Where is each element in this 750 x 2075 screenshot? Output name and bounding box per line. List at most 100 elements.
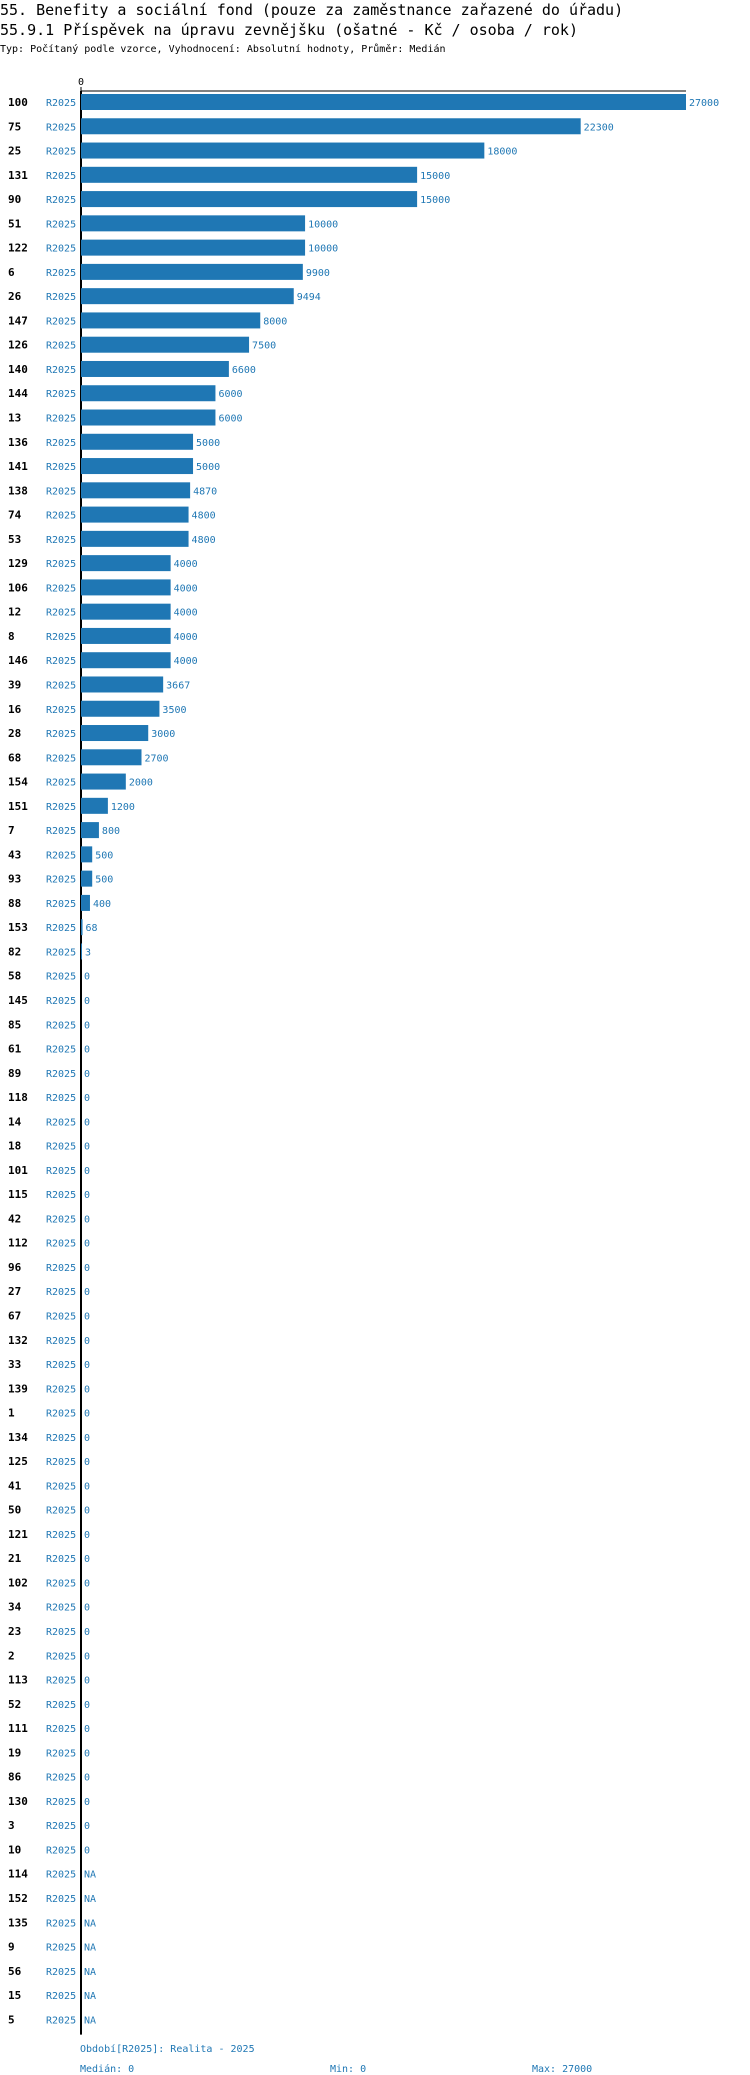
bar bbox=[81, 919, 83, 936]
footer-median: Medián: 0 bbox=[80, 2064, 135, 2075]
series-label: R2025 bbox=[46, 996, 76, 1007]
category-label: 56 bbox=[8, 1965, 22, 1978]
category-label: 86 bbox=[8, 1771, 22, 1784]
series-label: R2025 bbox=[46, 486, 76, 497]
chart-subtitle: 55.9.1 Příspěvek na úpravu zevnějšku (oš… bbox=[0, 21, 578, 39]
category-label: 85 bbox=[8, 1018, 21, 1031]
series-label: R2025 bbox=[46, 875, 76, 886]
value-label: 0 bbox=[84, 1433, 90, 1444]
value-label: 0 bbox=[84, 1020, 90, 1031]
value-label: 0 bbox=[84, 1457, 90, 1468]
value-label: 2700 bbox=[145, 753, 169, 764]
series-label: R2025 bbox=[46, 122, 76, 133]
value-label: 0 bbox=[84, 972, 90, 983]
series-label: R2025 bbox=[46, 583, 76, 594]
category-label: 51 bbox=[8, 217, 22, 230]
value-label: 0 bbox=[84, 1117, 90, 1128]
value-label: 4870 bbox=[193, 486, 217, 497]
value-label: 0 bbox=[84, 1142, 90, 1153]
bar bbox=[81, 603, 171, 620]
category-label: 153 bbox=[8, 921, 28, 934]
category-label: 50 bbox=[8, 1504, 21, 1517]
bar bbox=[81, 822, 99, 839]
value-label: 4000 bbox=[174, 583, 198, 594]
value-label: 3667 bbox=[166, 680, 190, 691]
series-label: R2025 bbox=[46, 1991, 76, 2002]
series-label: R2025 bbox=[46, 850, 76, 861]
value-label: NA bbox=[84, 1918, 96, 1929]
bar bbox=[81, 263, 303, 280]
value-label: 4000 bbox=[174, 656, 198, 667]
series-label: R2025 bbox=[46, 656, 76, 667]
value-label: 2000 bbox=[129, 778, 153, 789]
value-label: 10000 bbox=[308, 244, 338, 255]
series-label: R2025 bbox=[46, 1603, 76, 1614]
series-label: R2025 bbox=[46, 195, 76, 206]
value-label: 15000 bbox=[420, 195, 450, 206]
series-label: R2025 bbox=[46, 1943, 76, 1954]
bar bbox=[81, 118, 581, 135]
category-label: 52 bbox=[8, 1698, 21, 1711]
category-label: 12 bbox=[8, 606, 21, 619]
bar bbox=[81, 288, 294, 305]
series-label: R2025 bbox=[46, 1870, 76, 1881]
value-label: 500 bbox=[95, 875, 113, 886]
bar bbox=[81, 749, 142, 766]
series-label: R2025 bbox=[46, 1336, 76, 1347]
category-label: 2 bbox=[8, 1649, 15, 1662]
value-label: 4800 bbox=[192, 535, 216, 546]
category-label: 3 bbox=[8, 1819, 15, 1832]
category-label: 136 bbox=[8, 436, 28, 449]
series-label: R2025 bbox=[46, 705, 76, 716]
series-label: R2025 bbox=[46, 753, 76, 764]
bar bbox=[81, 894, 90, 911]
series-label: R2025 bbox=[46, 1724, 76, 1735]
category-label: 125 bbox=[8, 1455, 28, 1468]
chart-title: 55. Benefity a sociální fond (pouze za z… bbox=[0, 1, 624, 19]
category-label: 19 bbox=[8, 1746, 21, 1759]
value-label: 22300 bbox=[584, 122, 614, 133]
series-label: R2025 bbox=[46, 802, 76, 813]
value-label: 0 bbox=[84, 1045, 90, 1056]
bar bbox=[81, 312, 261, 329]
series-label: R2025 bbox=[46, 268, 76, 279]
category-label: 93 bbox=[8, 873, 21, 886]
series-label: R2025 bbox=[46, 1263, 76, 1274]
category-label: 101 bbox=[8, 1164, 28, 1177]
value-label: 0 bbox=[84, 1093, 90, 1104]
series-label: R2025 bbox=[46, 1457, 76, 1468]
series-label: R2025 bbox=[46, 1554, 76, 1565]
bar bbox=[81, 555, 171, 572]
value-label: 9900 bbox=[306, 268, 330, 279]
category-label: 131 bbox=[8, 169, 28, 182]
value-label: 6000 bbox=[218, 414, 242, 425]
footer-min: Min: 0 bbox=[330, 2064, 367, 2075]
series-label: R2025 bbox=[46, 98, 76, 109]
category-label: 43 bbox=[8, 848, 21, 861]
category-label: 102 bbox=[8, 1576, 28, 1589]
category-label: 42 bbox=[8, 1212, 21, 1225]
series-label: R2025 bbox=[46, 341, 76, 352]
series-label: R2025 bbox=[46, 1748, 76, 1759]
category-label: 67 bbox=[8, 1310, 21, 1323]
series-label: R2025 bbox=[46, 1069, 76, 1080]
bar bbox=[81, 433, 194, 450]
value-label: 4000 bbox=[174, 608, 198, 619]
series-label: R2025 bbox=[46, 1627, 76, 1638]
value-label: NA bbox=[84, 1967, 96, 1978]
value-label: 0 bbox=[84, 1287, 90, 1298]
value-label: 4800 bbox=[192, 511, 216, 522]
series-label: R2025 bbox=[46, 438, 76, 449]
bar bbox=[81, 215, 306, 232]
series-label: R2025 bbox=[46, 1797, 76, 1808]
category-label: 134 bbox=[8, 1431, 28, 1444]
value-label: 0 bbox=[84, 1651, 90, 1662]
series-label: R2025 bbox=[46, 1117, 76, 1128]
series-label: R2025 bbox=[46, 1700, 76, 1711]
category-label: 151 bbox=[8, 800, 28, 813]
value-label: NA bbox=[84, 1894, 96, 1905]
value-label: 0 bbox=[84, 1190, 90, 1201]
series-label: R2025 bbox=[46, 899, 76, 910]
value-label: NA bbox=[84, 1943, 96, 1954]
series-label: R2025 bbox=[46, 292, 76, 303]
